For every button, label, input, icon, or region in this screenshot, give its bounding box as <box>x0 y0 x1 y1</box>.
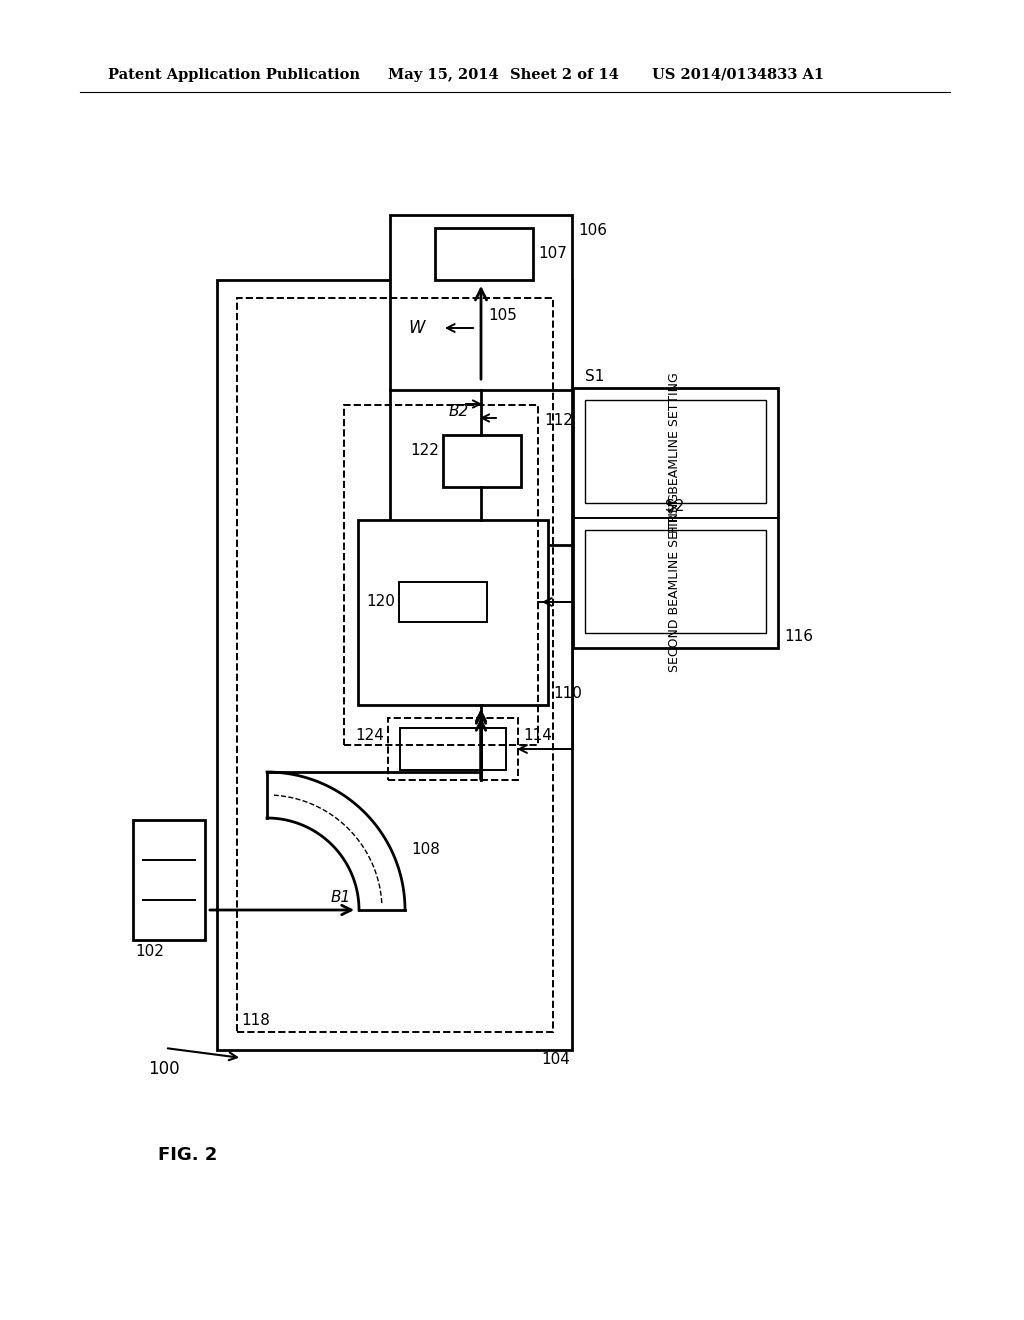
Bar <box>388 718 518 780</box>
Text: 107: 107 <box>538 247 567 261</box>
Text: SECOND BEAMLINE SETTING: SECOND BEAMLINE SETTING <box>669 494 682 672</box>
Bar <box>344 405 538 744</box>
Text: 108: 108 <box>411 842 440 858</box>
Text: US 2014/0134833 A1: US 2014/0134833 A1 <box>652 69 824 82</box>
Text: 122: 122 <box>411 444 439 458</box>
Text: Sheet 2 of 14: Sheet 2 of 14 <box>510 69 618 82</box>
Bar <box>443 436 521 487</box>
Text: 105: 105 <box>488 308 517 322</box>
Text: 118: 118 <box>241 1012 270 1028</box>
Bar <box>399 582 487 622</box>
Text: 120: 120 <box>367 594 395 610</box>
Text: 110: 110 <box>553 686 582 701</box>
Text: S1: S1 <box>585 370 604 384</box>
Text: 100: 100 <box>148 1060 179 1078</box>
Bar <box>435 228 534 280</box>
Text: 102: 102 <box>135 944 164 960</box>
Text: W: W <box>408 319 425 337</box>
Text: 112: 112 <box>544 413 572 428</box>
Bar <box>358 520 548 705</box>
Bar <box>400 729 506 770</box>
Bar <box>585 531 766 634</box>
Bar <box>585 400 766 503</box>
Text: B2: B2 <box>449 404 469 420</box>
Text: 106: 106 <box>578 223 607 238</box>
Bar <box>217 280 572 1049</box>
Text: 124: 124 <box>355 729 384 743</box>
Text: FIG. 2: FIG. 2 <box>158 1146 217 1164</box>
Text: S2: S2 <box>665 499 684 513</box>
Text: FIRST BEAMLINE SETTING: FIRST BEAMLINE SETTING <box>669 372 682 533</box>
Text: 104: 104 <box>541 1052 570 1067</box>
Text: May 15, 2014: May 15, 2014 <box>388 69 499 82</box>
Bar <box>390 215 572 545</box>
Bar <box>133 820 205 940</box>
Bar <box>237 298 553 1032</box>
Bar <box>573 388 778 648</box>
Text: 114: 114 <box>523 729 552 743</box>
Text: B1: B1 <box>331 891 351 906</box>
Text: Patent Application Publication: Patent Application Publication <box>108 69 360 82</box>
Text: 116: 116 <box>784 630 813 644</box>
